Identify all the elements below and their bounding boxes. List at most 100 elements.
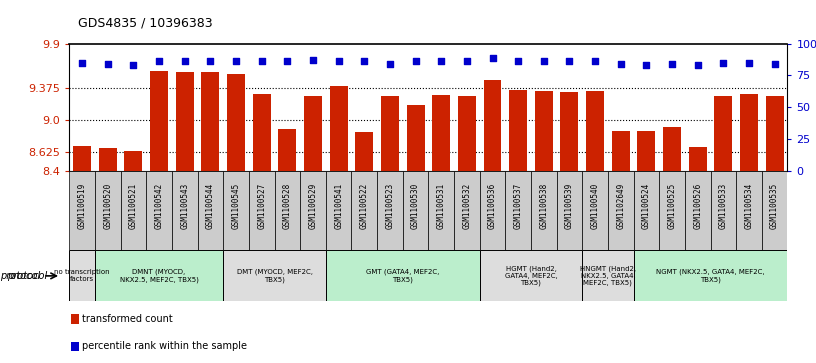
Text: GSM1100537: GSM1100537 — [513, 183, 523, 229]
Bar — [146, 171, 172, 250]
Bar — [583, 250, 633, 301]
Bar — [224, 250, 326, 301]
Text: HNGMT (Hand2,
NKX2.5, GATA4,
MEF2C, TBX5): HNGMT (Hand2, NKX2.5, GATA4, MEF2C, TBX5… — [580, 265, 636, 286]
Bar — [685, 171, 711, 250]
Text: DMNT (MYOCD,
NKX2.5, MEF2C, TBX5): DMNT (MYOCD, NKX2.5, MEF2C, TBX5) — [120, 269, 198, 283]
Text: GSM1100541: GSM1100541 — [334, 183, 344, 229]
Point — [178, 58, 191, 64]
Point — [666, 61, 679, 67]
Bar — [253, 94, 271, 171]
Point — [153, 58, 166, 64]
Text: GSM1100522: GSM1100522 — [360, 183, 369, 229]
Bar — [300, 171, 326, 250]
Bar — [740, 94, 758, 171]
Point — [614, 61, 628, 67]
Text: GSM1100527: GSM1100527 — [257, 183, 266, 229]
Text: no transcription
factors: no transcription factors — [55, 269, 110, 282]
Point — [332, 58, 345, 64]
Bar — [326, 171, 352, 250]
Text: GSM1100540: GSM1100540 — [591, 183, 600, 229]
Point — [588, 58, 601, 64]
Point — [307, 57, 320, 63]
Text: GSM1102649: GSM1102649 — [616, 183, 625, 229]
Bar — [583, 171, 608, 250]
Text: GSM1100526: GSM1100526 — [693, 183, 703, 229]
Text: GSM1100544: GSM1100544 — [206, 183, 215, 229]
Bar — [352, 171, 377, 250]
Bar — [586, 91, 604, 171]
Bar — [274, 171, 300, 250]
Bar — [714, 97, 732, 171]
Bar — [663, 127, 681, 171]
Point — [768, 61, 781, 67]
Point — [255, 58, 268, 64]
Bar — [304, 96, 322, 171]
Point — [435, 58, 448, 64]
Text: GMT (GATA4, MEF2C,
TBX5): GMT (GATA4, MEF2C, TBX5) — [366, 269, 440, 283]
Bar — [69, 171, 95, 250]
Bar — [454, 171, 480, 250]
Bar — [227, 74, 245, 171]
Bar — [377, 171, 403, 250]
Bar — [197, 171, 224, 250]
Text: GSM1100530: GSM1100530 — [411, 183, 420, 229]
Point — [281, 58, 294, 64]
Bar — [534, 90, 552, 171]
Text: GSM1100538: GSM1100538 — [539, 183, 548, 229]
Point — [691, 62, 704, 68]
Text: GSM1100534: GSM1100534 — [744, 183, 753, 229]
Text: GSM1100531: GSM1100531 — [437, 183, 446, 229]
Text: protocol: protocol — [7, 271, 47, 281]
Bar — [458, 96, 476, 171]
Bar — [69, 250, 95, 301]
Text: GSM1100519: GSM1100519 — [78, 183, 86, 229]
Text: GSM1100524: GSM1100524 — [642, 183, 651, 229]
Bar — [505, 171, 531, 250]
Point — [357, 58, 370, 64]
Bar — [73, 146, 91, 171]
Text: GSM1100545: GSM1100545 — [232, 183, 241, 229]
Bar — [330, 86, 348, 171]
Point — [512, 58, 525, 64]
Text: GSM1100533: GSM1100533 — [719, 183, 728, 229]
Bar — [355, 132, 373, 171]
Bar — [711, 171, 736, 250]
Bar — [557, 171, 583, 250]
Point — [127, 62, 140, 68]
Point — [204, 58, 217, 64]
Bar — [99, 148, 117, 171]
Text: GSM1100532: GSM1100532 — [463, 183, 472, 229]
Text: GSM1100539: GSM1100539 — [565, 183, 574, 229]
Point — [537, 58, 550, 64]
Bar — [72, 314, 78, 323]
Text: HGMT (Hand2,
GATA4, MEF2C,
TBX5): HGMT (Hand2, GATA4, MEF2C, TBX5) — [504, 265, 557, 286]
Bar — [403, 171, 428, 250]
Bar — [428, 171, 454, 250]
Bar — [202, 72, 220, 171]
Bar — [637, 131, 655, 171]
Text: GSM1100520: GSM1100520 — [104, 183, 113, 229]
Text: percentile rank within the sample: percentile rank within the sample — [82, 341, 246, 351]
Bar — [432, 95, 450, 171]
Text: GSM1100535: GSM1100535 — [770, 183, 779, 229]
Point — [486, 54, 499, 60]
Point — [101, 61, 114, 67]
Bar — [659, 171, 685, 250]
Bar — [633, 250, 787, 301]
Point — [460, 58, 473, 64]
Text: NGMT (NKX2.5, GATA4, MEF2C,
TBX5): NGMT (NKX2.5, GATA4, MEF2C, TBX5) — [656, 269, 765, 283]
Bar — [175, 72, 193, 171]
Text: DMT (MYOCD, MEF2C,
TBX5): DMT (MYOCD, MEF2C, TBX5) — [237, 269, 313, 283]
Text: GSM1100523: GSM1100523 — [385, 183, 394, 229]
Text: GSM1100521: GSM1100521 — [129, 183, 138, 229]
Bar — [484, 79, 502, 171]
Bar — [95, 250, 224, 301]
Text: GSM1100536: GSM1100536 — [488, 183, 497, 229]
Bar — [531, 171, 557, 250]
Bar — [480, 250, 583, 301]
Text: GDS4835 / 10396383: GDS4835 / 10396383 — [78, 16, 212, 29]
Bar — [121, 171, 146, 250]
Bar — [172, 171, 197, 250]
Bar — [72, 342, 78, 351]
Point — [640, 62, 653, 68]
